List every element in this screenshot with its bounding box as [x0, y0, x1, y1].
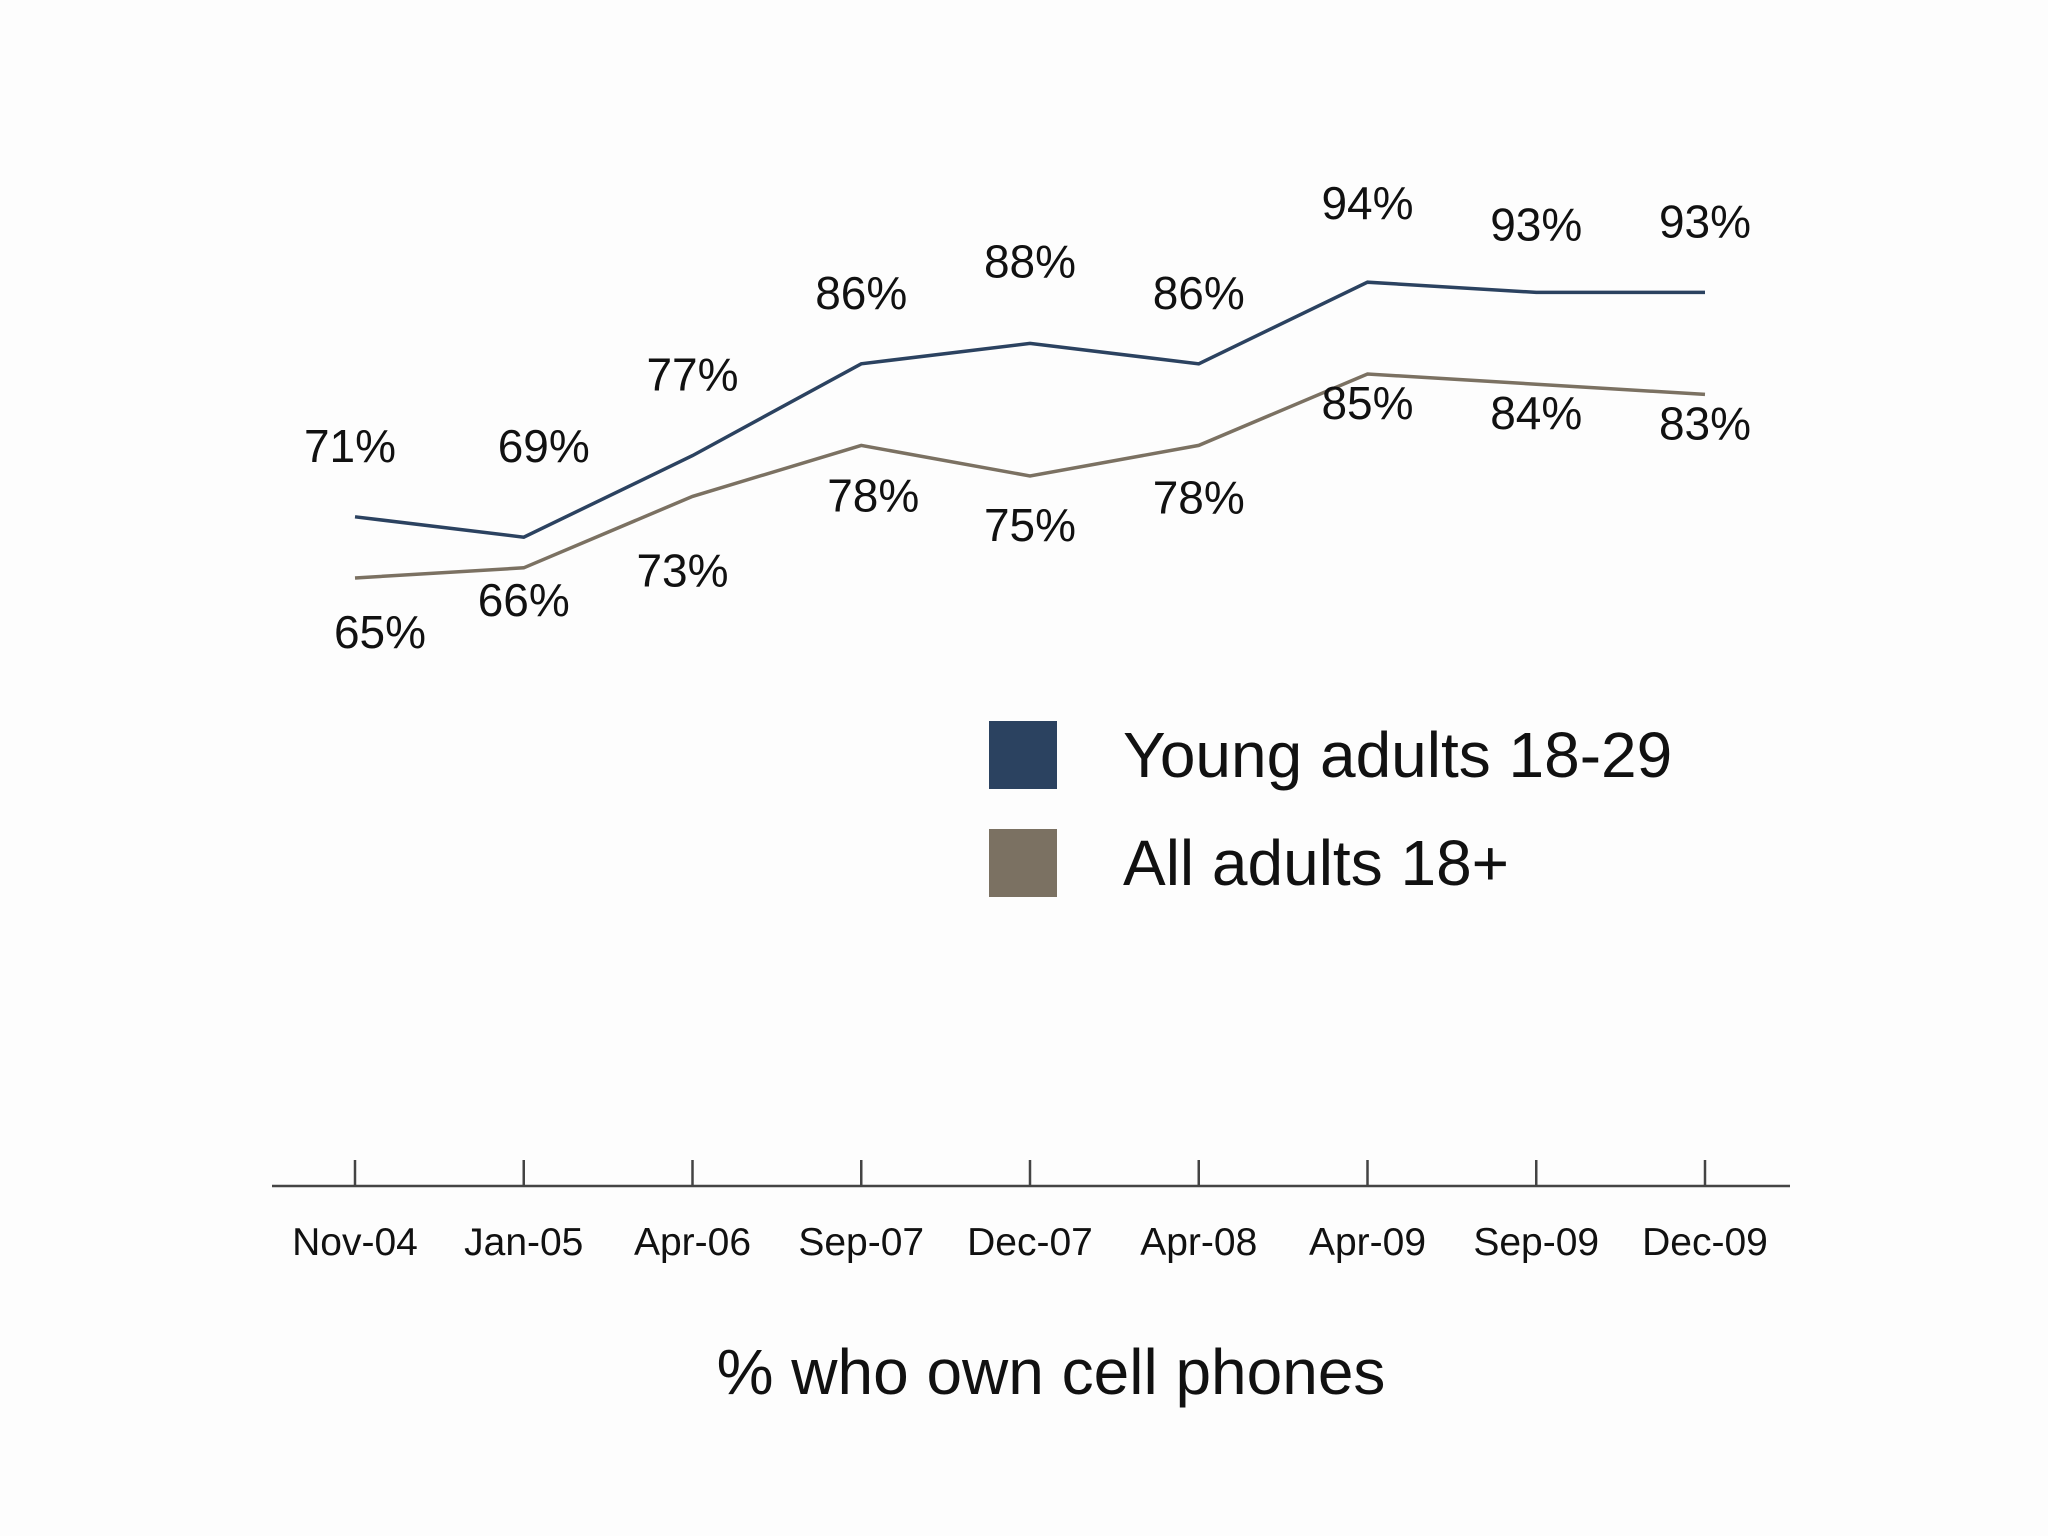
x-tick-label: Sep-07	[798, 1221, 924, 1264]
data-label-all-adults: 85%	[1321, 377, 1413, 429]
legend-label-young-adults: Young adults 18-29	[1123, 719, 1672, 791]
data-label-young-adults: 88%	[984, 235, 1076, 287]
x-tick-label: Jan-05	[464, 1221, 583, 1264]
legend: Young adults 18-29 All adults 18+	[989, 719, 1672, 899]
data-label-young-adults: 93%	[1659, 195, 1751, 247]
data-label-young-adults: 86%	[1153, 267, 1245, 319]
series-line-all-adults	[354, 372, 1706, 580]
series-line-young-adults	[354, 280, 1705, 539]
data-label-all-adults: 73%	[636, 544, 728, 596]
data-label-all-adults: 83%	[1659, 397, 1751, 449]
x-axis-tick-labels: Nov-04 Jan-05 Apr-06 Sep-07 Dec-07 Apr-08 Apr-…	[292, 1221, 1768, 1264]
legend-label-all-adults: All adults 18+	[1123, 827, 1509, 899]
data-label-all-adults: 66%	[478, 574, 570, 626]
data-label-young-adults: 69%	[498, 420, 590, 472]
series-lines	[354, 280, 1706, 580]
x-tick-label: Apr-08	[1140, 1221, 1257, 1264]
data-label-young-adults: 86%	[815, 267, 907, 319]
x-tick-label: Dec-07	[967, 1221, 1093, 1264]
data-labels: 71% 69% 77% 86% 88% 86% 94% 93% 93% 65% 66% 73% 78% 7…	[304, 177, 1751, 658]
data-label-young-adults: 94%	[1321, 177, 1413, 229]
data-label-all-adults: 65%	[334, 606, 426, 658]
data-label-young-adults: 93%	[1490, 198, 1582, 250]
legend-swatch-young-adults	[989, 721, 1057, 789]
data-label-all-adults: 78%	[1153, 471, 1245, 523]
x-tick-label: Apr-09	[1309, 1221, 1426, 1264]
x-tick-label: Sep-09	[1473, 1221, 1599, 1264]
data-label-young-adults: 77%	[646, 349, 738, 401]
x-tick-label: Nov-04	[292, 1221, 418, 1264]
x-tick-label: Apr-06	[634, 1221, 751, 1264]
data-label-all-adults: 78%	[827, 469, 919, 521]
data-label-all-adults: 75%	[984, 499, 1076, 551]
x-tick-label: Dec-09	[1642, 1221, 1768, 1264]
x-axis-title: % who own cell phones	[717, 1336, 1386, 1408]
data-label-young-adults: 71%	[304, 420, 396, 472]
x-axis-ticks	[353, 1160, 1707, 1186]
data-label-all-adults: 84%	[1490, 387, 1582, 439]
legend-swatch-all-adults	[989, 829, 1057, 897]
